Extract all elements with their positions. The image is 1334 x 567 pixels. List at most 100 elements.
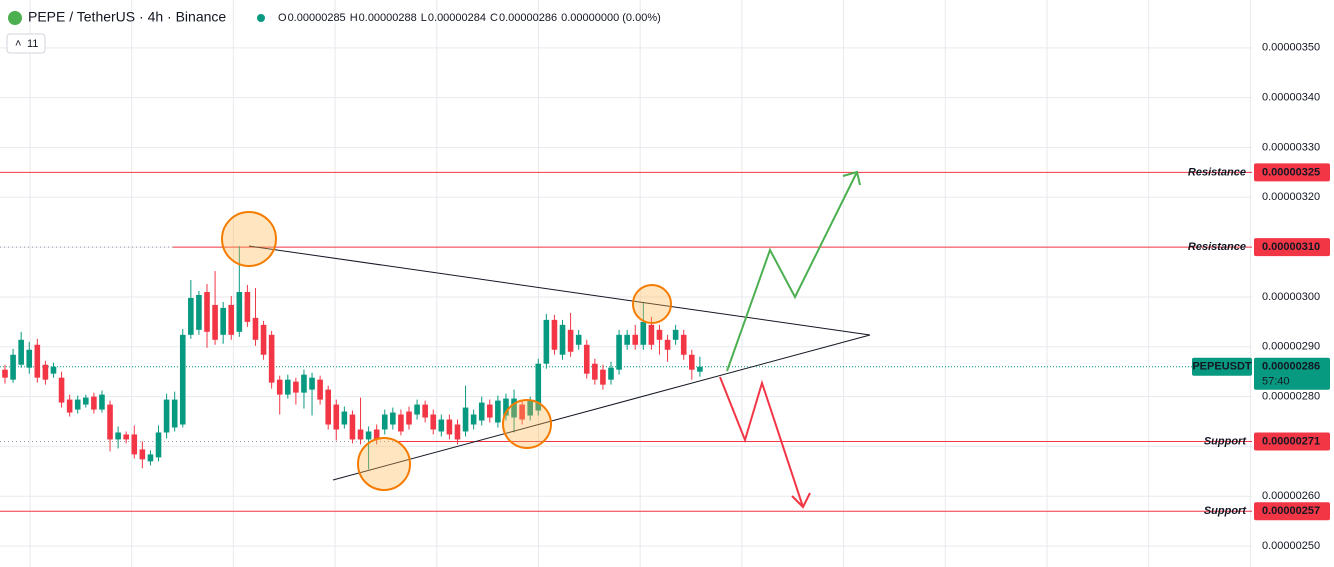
candle-body: [317, 379, 323, 400]
symbol-icon: [8, 11, 22, 25]
candle-body: [608, 367, 614, 380]
price-tag: [1254, 432, 1330, 451]
price-tag: [1254, 238, 1330, 257]
y-tick-label: 0.00000290: [1262, 341, 1320, 353]
candle-body: [543, 319, 550, 364]
candle-body: [398, 414, 404, 432]
candle-body: [438, 419, 445, 432]
arrow-head: [791, 492, 811, 509]
candle-body: [648, 324, 655, 345]
candle-body: [188, 297, 194, 335]
price-tag-label: 0.00000325: [1262, 166, 1320, 178]
candle-body: [446, 419, 453, 435]
candle-body: [640, 321, 647, 345]
bearish-path: [719, 376, 804, 508]
candle-body: [34, 344, 41, 378]
trend-line: [332, 334, 871, 481]
level-name: Support: [1204, 435, 1247, 447]
candle-body: [680, 334, 687, 355]
candle-body: [123, 434, 129, 440]
candle-body: [672, 329, 679, 340]
candle-body: [2, 369, 8, 378]
price-tag-label: 0.00000271: [1262, 435, 1320, 447]
symbol-tag: [1192, 357, 1252, 376]
status-dot: [257, 14, 265, 22]
candle-body: [171, 399, 178, 428]
candle-body: [83, 397, 89, 405]
change-value: 0.00000000 (0.00%): [561, 12, 661, 24]
price-tag: [1254, 163, 1330, 182]
candle-body: [697, 366, 703, 372]
symbol-tag-label: PEPEUSDT: [1192, 361, 1252, 373]
y-tick-label: 0.00000300: [1262, 291, 1320, 303]
y-tick-label: 0.00000320: [1262, 191, 1320, 203]
ohlc-key: C: [490, 12, 498, 24]
legend-header: PEPE / TetherUS · 4h · Binance O 0.000002…: [6, 9, 661, 54]
highlight-circle: [221, 211, 277, 267]
drawings: [221, 170, 871, 509]
candle-body: [592, 363, 598, 380]
bullish-path: [726, 171, 858, 372]
candle-body: [147, 454, 154, 462]
candle-body: [373, 429, 380, 440]
candle-body: [179, 334, 186, 425]
candle-body: [252, 317, 259, 340]
candle-body: [50, 366, 57, 374]
indicators-count: 11: [27, 38, 38, 50]
candle-body: [365, 431, 372, 440]
candle-body: [470, 414, 477, 425]
highlight-circle: [357, 437, 411, 491]
price-tag-label: 0.00000310: [1262, 241, 1320, 253]
candle-body: [487, 404, 493, 418]
candle-body: [309, 377, 315, 390]
candle-body: [285, 379, 291, 395]
candles: [2, 246, 703, 470]
candle-body: [91, 396, 97, 410]
candle-body: [406, 411, 412, 425]
candle-body: [583, 344, 590, 374]
candle-body: [414, 404, 420, 415]
candle-body: [196, 294, 202, 330]
level-name: Support: [1204, 505, 1247, 517]
candle-body: [212, 304, 218, 340]
candle-body: [559, 324, 566, 355]
candle-body: [115, 432, 121, 440]
candle-body: [333, 404, 340, 430]
candle-body: [74, 399, 81, 410]
price-tag: [1254, 502, 1330, 521]
candle-body: [519, 404, 525, 420]
candle-body: [131, 434, 138, 455]
candle-body: [503, 398, 509, 416]
candle-body: [495, 400, 501, 423]
price-tag-label: 0.00000257: [1262, 505, 1320, 517]
candle-body: [430, 414, 437, 430]
candle-body: [139, 449, 146, 460]
candle-body: [575, 334, 582, 345]
candle-body: [220, 307, 226, 335]
ohlc-key: O: [278, 12, 287, 24]
trend-line: [248, 245, 871, 336]
price-axis: 0.000002500.000002600.000002700.00000280…: [1188, 42, 1330, 552]
candle-body: [689, 354, 695, 370]
highlight-circle: [502, 399, 552, 449]
candle-body: [42, 364, 49, 380]
indicators-button[interactable]: [6, 33, 46, 54]
candle-body: [236, 291, 243, 332]
candle-body: [10, 354, 16, 380]
candle-body: [616, 334, 622, 370]
candle-body: [511, 398, 517, 418]
indicators-chevron: ˄: [15, 38, 21, 50]
ohlc-value: 0.00000285: [288, 12, 346, 24]
candle-body: [228, 304, 235, 335]
y-tick-label: 0.00000350: [1262, 42, 1320, 54]
candle-body: [26, 349, 33, 368]
candle-body: [664, 339, 671, 350]
candle-body: [107, 404, 113, 440]
level-name: Resistance: [1188, 166, 1246, 178]
candle-body: [600, 369, 606, 385]
ohlc-values: O 0.00000285 H 0.00000288 L 0.00000284 C 0.0000…: [278, 12, 661, 24]
candle-body: [204, 291, 210, 332]
candle-body: [276, 379, 283, 395]
candle-body: [422, 404, 428, 418]
